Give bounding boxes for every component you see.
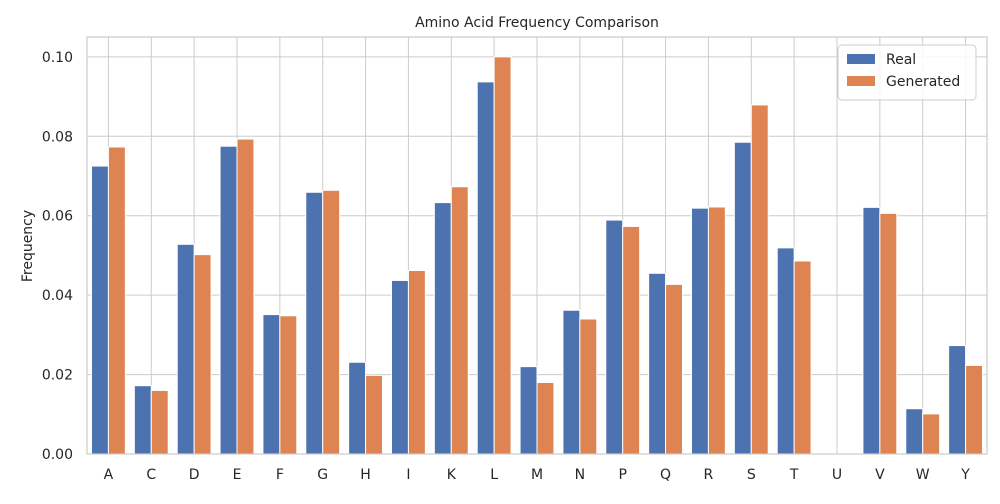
- y-tick-label: 0.00: [42, 447, 73, 463]
- x-tick-label: D: [189, 467, 200, 483]
- bar-generated: [536, 382, 555, 455]
- bar-generated: [107, 146, 126, 455]
- bar-generated: [279, 315, 298, 455]
- bar-generated: [922, 413, 941, 455]
- x-tick-label: L: [490, 467, 498, 483]
- x-tick-label: K: [447, 467, 457, 483]
- bar-generated: [879, 212, 898, 455]
- x-tick-label: H: [360, 467, 371, 483]
- bar-real: [776, 247, 795, 455]
- bar-generated: [150, 389, 169, 455]
- x-tick-label: R: [704, 467, 714, 483]
- y-tick-label: 0.10: [42, 50, 73, 66]
- bar-real: [605, 219, 624, 455]
- y-tick-label: 0.08: [42, 129, 73, 145]
- bar-generated: [365, 374, 384, 455]
- y-tick-label: 0.02: [42, 368, 73, 384]
- bar-real: [562, 309, 581, 455]
- bar-real: [348, 361, 367, 455]
- bar-real: [948, 345, 967, 455]
- axes: 0.00 0.02 0.04 0.06 0.08 0.10 A C D E F G H I K L M N P Q R S…: [42, 36, 988, 483]
- x-tick-label: C: [146, 467, 156, 483]
- legend-swatch: [847, 54, 875, 64]
- x-tick-label: Q: [660, 467, 671, 483]
- y-tick-label: 0.06: [42, 209, 73, 225]
- legend: Real Generated: [837, 44, 977, 101]
- x-tick-label: U: [832, 467, 842, 483]
- bar-generated: [707, 206, 726, 455]
- bar-real: [262, 314, 281, 455]
- x-tick-label: S: [747, 467, 756, 483]
- x-tick-label: G: [317, 467, 328, 483]
- bar-real: [391, 279, 409, 455]
- bar-real: [905, 408, 924, 455]
- bar-real: [176, 243, 195, 455]
- y-tick-label: 0.04: [42, 288, 73, 304]
- bar-real: [691, 207, 709, 455]
- bar-generated: [622, 225, 641, 455]
- bar-real: [433, 202, 452, 455]
- plot-frame: [86, 36, 988, 455]
- bar-generated: [793, 260, 812, 455]
- y-axis-label: Frequency: [20, 210, 36, 282]
- bar-real: [219, 145, 238, 455]
- chart-title: Amino Acid Frequency Comparison: [415, 15, 659, 31]
- legend-swatch: [847, 76, 875, 86]
- bar-generated: [193, 254, 212, 455]
- bar-real: [862, 206, 881, 455]
- x-tick-label: I: [406, 467, 410, 483]
- bar-generated: [965, 364, 983, 455]
- legend-label: Generated: [886, 74, 960, 90]
- bar-real: [133, 385, 152, 455]
- bar-real: [305, 191, 324, 455]
- bar-real: [519, 366, 538, 455]
- bar-real: [476, 81, 495, 455]
- bar-generated: [322, 189, 341, 455]
- x-tick-label: P: [618, 467, 626, 483]
- bar-generated: [236, 138, 255, 455]
- bar-generated: [750, 104, 769, 455]
- bar-real: [91, 165, 109, 455]
- bar-generated: [493, 56, 512, 455]
- bar-real: [733, 141, 752, 455]
- x-tick-label: W: [916, 467, 930, 483]
- x-tick-label: E: [233, 467, 242, 483]
- x-tick-label: M: [531, 467, 543, 483]
- x-tick-label: A: [104, 467, 114, 483]
- legend-label: Real: [886, 52, 916, 68]
- x-tick-label: T: [789, 467, 799, 483]
- x-tick-label: F: [276, 467, 284, 483]
- x-tick-label: V: [875, 467, 885, 483]
- bar-generated: [665, 283, 683, 455]
- bar-generated: [407, 270, 426, 455]
- x-tick-label: Y: [960, 467, 970, 483]
- bar-generated: [579, 318, 598, 455]
- x-tick-label: N: [575, 467, 585, 483]
- bar-generated: [450, 186, 469, 455]
- bar-real: [648, 272, 667, 455]
